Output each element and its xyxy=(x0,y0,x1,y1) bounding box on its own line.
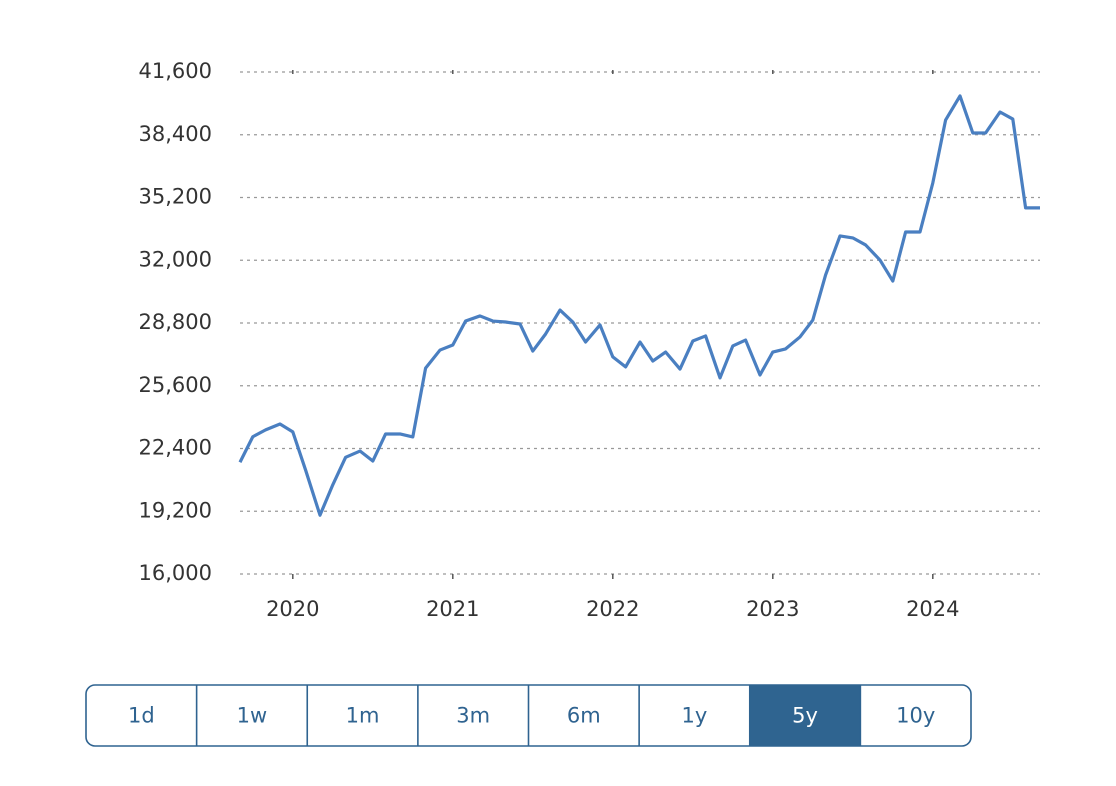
y-tick-label: 25,600 xyxy=(139,373,212,397)
x-tick-label: 2023 xyxy=(746,597,799,621)
range-button[interactable]: 6m xyxy=(567,704,601,728)
range-button[interactable]: 5y xyxy=(792,704,818,728)
range-button[interactable]: 1m xyxy=(346,704,380,728)
x-tick-label: 2021 xyxy=(426,597,479,621)
range-button[interactable]: 1d xyxy=(128,704,155,728)
range-button[interactable]: 1y xyxy=(682,704,708,728)
range-button[interactable]: 1w xyxy=(237,704,268,728)
x-tick-label: 2024 xyxy=(906,597,959,621)
range-button[interactable]: 3m xyxy=(456,704,490,728)
y-tick-label: 19,200 xyxy=(139,498,212,522)
y-tick-label: 28,800 xyxy=(139,310,212,334)
x-tick-label: 2022 xyxy=(586,597,639,621)
y-tick-label: 16,000 xyxy=(139,561,212,585)
button-selected[interactable] xyxy=(749,685,861,746)
x-tick-label: 2020 xyxy=(266,597,319,621)
y-tick-label: 32,000 xyxy=(139,247,212,271)
y-tick-label: 38,400 xyxy=(139,122,212,146)
y-tick-label: 22,400 xyxy=(139,436,212,460)
price-line xyxy=(238,94,1040,517)
y-tick-label: 35,200 xyxy=(139,185,212,209)
range-button[interactable]: 10y xyxy=(896,704,935,728)
y-tick-label: 41,600 xyxy=(139,59,212,83)
